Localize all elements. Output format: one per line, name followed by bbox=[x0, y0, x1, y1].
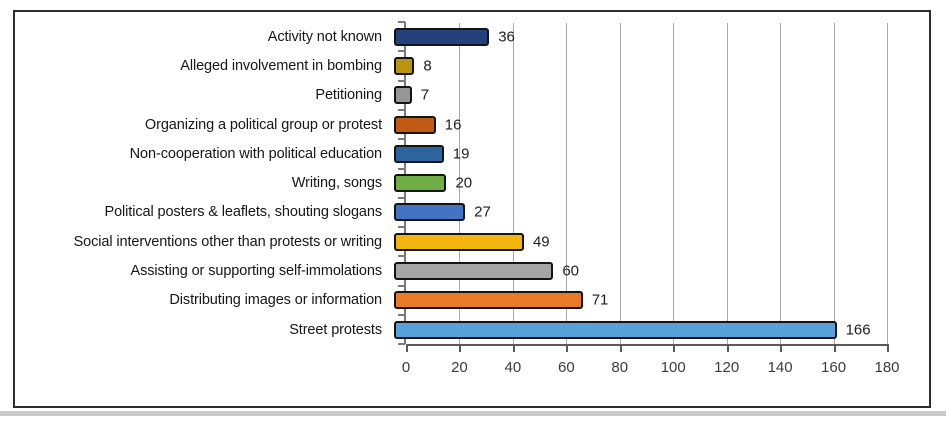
bar-track: 8 bbox=[394, 51, 875, 80]
bar bbox=[394, 203, 466, 222]
category-label: Writing, songs bbox=[291, 175, 382, 192]
bar-track: 166 bbox=[394, 315, 875, 344]
chart-frame bbox=[13, 10, 931, 408]
category-label: Non-cooperation with political education bbox=[129, 145, 382, 162]
bar-row: Social interventions other than protests… bbox=[16, 227, 896, 256]
x-tick-label: 100 bbox=[660, 359, 686, 376]
bar-row: Petitioning 7 bbox=[16, 81, 896, 110]
bar-rows: Activity not known 36 Alleged involvement … bbox=[16, 22, 896, 344]
x-tick-label: 60 bbox=[557, 359, 575, 376]
x-axis-tick bbox=[512, 346, 515, 352]
bar-row: Street protests 166 bbox=[16, 315, 896, 344]
category-label: Petitioning bbox=[315, 87, 382, 104]
bar-row: Non-cooperation with political education… bbox=[16, 139, 896, 168]
category-label: Activity not known bbox=[267, 28, 382, 45]
bar-track: 60 bbox=[394, 256, 875, 285]
value-label: 27 bbox=[474, 203, 491, 221]
category-label: Street protests bbox=[289, 321, 382, 338]
category-label: Organizing a political group or protest bbox=[144, 116, 382, 133]
bar-row: Assisting or supporting self-immolations… bbox=[16, 256, 896, 285]
bar bbox=[394, 27, 490, 46]
bar-track: 7 bbox=[394, 81, 875, 110]
x-axis-tick bbox=[406, 346, 408, 352]
x-tick-label: 80 bbox=[611, 359, 629, 376]
x-tick-label: 120 bbox=[714, 359, 740, 376]
category-label: Social interventions other than protests… bbox=[73, 233, 383, 250]
x-axis-tick bbox=[726, 346, 729, 352]
x-tick-label: 40 bbox=[504, 359, 522, 376]
x-axis: 0 20 40 60 80 100 120 140 160 180 bbox=[402, 344, 900, 382]
value-label: 7 bbox=[420, 86, 430, 104]
bar-row: Activity not known 36 bbox=[16, 22, 896, 51]
category-label: Political posters & leaflets, shouting s… bbox=[104, 204, 383, 221]
value-label: 36 bbox=[498, 28, 515, 46]
x-tick-label: 160 bbox=[821, 359, 847, 376]
bar bbox=[394, 56, 415, 75]
x-axis-tick bbox=[780, 346, 783, 352]
x-axis-tick bbox=[619, 346, 622, 352]
bar-chart: Activity not known 36 Alleged involvement … bbox=[16, 21, 900, 382]
bar bbox=[394, 291, 583, 310]
value-label: 71 bbox=[591, 291, 609, 309]
x-axis-tick bbox=[566, 346, 569, 352]
bar bbox=[394, 320, 837, 339]
bar bbox=[394, 262, 554, 281]
bar-track: 27 bbox=[394, 198, 875, 227]
category-label: Alleged involvement in bombing bbox=[180, 57, 382, 74]
bar-track: 71 bbox=[394, 286, 875, 315]
bar-track: 16 bbox=[394, 110, 875, 139]
x-axis-tick bbox=[887, 346, 889, 352]
value-label: 60 bbox=[562, 262, 580, 280]
bar bbox=[394, 144, 444, 163]
x-tick-label: 180 bbox=[874, 359, 900, 376]
x-axis-tick bbox=[833, 346, 836, 352]
value-label: 8 bbox=[423, 57, 432, 75]
category-label: Assisting or supporting self-immolations bbox=[130, 263, 383, 280]
bar-row: Distributing images or information 71 bbox=[16, 286, 896, 315]
x-axis-tick bbox=[459, 346, 462, 352]
x-tick-label: 0 bbox=[401, 359, 411, 376]
value-label: 20 bbox=[455, 174, 473, 192]
bar-track: 19 bbox=[394, 139, 875, 168]
bar bbox=[394, 174, 447, 193]
bar bbox=[394, 115, 436, 134]
bar bbox=[394, 86, 412, 105]
bar-track: 36 bbox=[394, 22, 875, 51]
bar-row: Organizing a political group or protest 1… bbox=[16, 110, 896, 139]
page-edge-shadow bbox=[0, 411, 946, 416]
bar-track: 20 bbox=[394, 168, 875, 197]
value-label: 16 bbox=[444, 116, 462, 134]
value-label: 166 bbox=[845, 321, 871, 339]
x-tick-label: 140 bbox=[767, 359, 793, 376]
bar-track: 49 bbox=[394, 227, 875, 256]
x-axis-tick bbox=[673, 346, 676, 352]
value-label: 19 bbox=[452, 145, 470, 163]
bar bbox=[394, 232, 524, 251]
bar-row: Political posters & leaflets, shouting s… bbox=[16, 198, 896, 227]
x-tick-label: 20 bbox=[451, 359, 468, 376]
category-label: Distributing images or information bbox=[169, 292, 382, 309]
value-label: 49 bbox=[532, 233, 550, 251]
bar-row: Writing, songs 20 bbox=[16, 168, 896, 197]
bar-row: Alleged involvement in bombing 8 bbox=[16, 51, 896, 80]
